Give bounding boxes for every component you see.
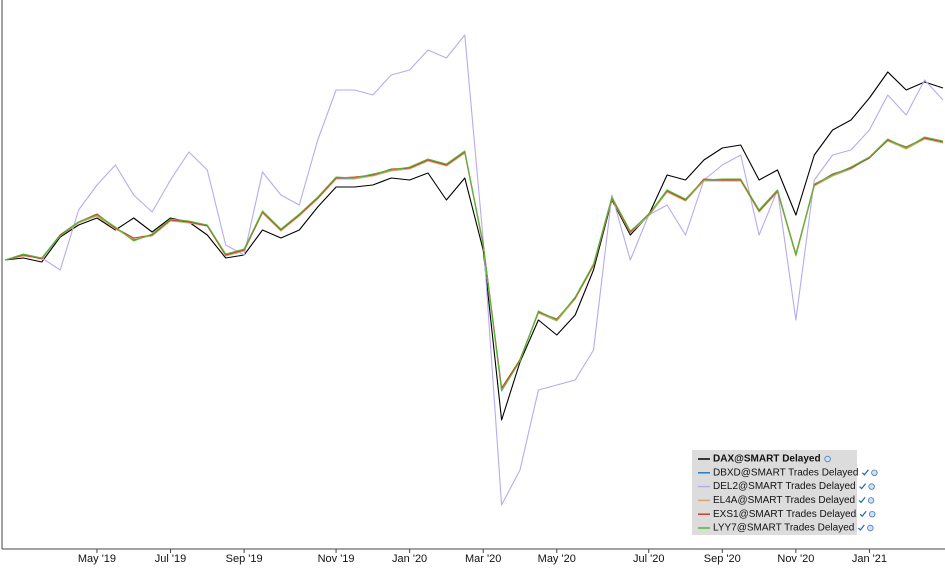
x-tick-label: Mar '20 xyxy=(465,553,501,565)
legend-check-icon xyxy=(859,483,867,490)
plot-lines xyxy=(4,34,944,506)
legend-check-icon xyxy=(857,524,865,531)
legend-globe-icon xyxy=(824,455,831,463)
series-line xyxy=(4,71,944,421)
legend-check-icon xyxy=(861,469,869,476)
legend-globe-icon xyxy=(871,469,878,476)
x-tick-label: Sep '19 xyxy=(226,553,263,565)
legend-check-icon xyxy=(859,510,867,518)
legend: DAX@SMART Delayed DBXD@SMART Trades Delay… xyxy=(692,450,878,535)
legend-label: EXS1@SMART Trades Delayed xyxy=(713,509,856,520)
x-tick-label: Jul '19 xyxy=(155,553,186,565)
legend-globe-icon xyxy=(867,497,875,504)
x-tick-label: Sep '20 xyxy=(704,553,741,565)
series-line xyxy=(4,136,944,392)
x-tick-label: Nov '20 xyxy=(777,553,814,565)
legend-label: DEL2@SMART Trades Delayed xyxy=(713,481,856,492)
legend-globe-icon xyxy=(867,524,874,532)
legend-label: EL4A@SMART Trades Delayed xyxy=(713,495,855,506)
legend-label: DAX@SMART Delayed xyxy=(713,454,821,465)
legend-globe-icon xyxy=(868,483,875,490)
legend-globe-icon xyxy=(868,511,876,518)
legend-label: LYY7@SMART Trades Delayed xyxy=(713,523,854,534)
legend-label: DBXD@SMART Trades Delayed xyxy=(713,467,858,478)
series-line xyxy=(4,34,944,506)
x-tick-label: May '20 xyxy=(538,553,576,565)
legend-box xyxy=(692,450,857,535)
x-tick-label: Nov '19 xyxy=(318,553,355,565)
x-tick-label: May '19 xyxy=(78,553,116,565)
x-tick-label: Jul '20 xyxy=(633,553,664,565)
x-tick-label: Jan '20 xyxy=(392,553,427,565)
x-tick-label: Jan '21 xyxy=(852,553,887,565)
legend-check-icon xyxy=(858,497,866,504)
